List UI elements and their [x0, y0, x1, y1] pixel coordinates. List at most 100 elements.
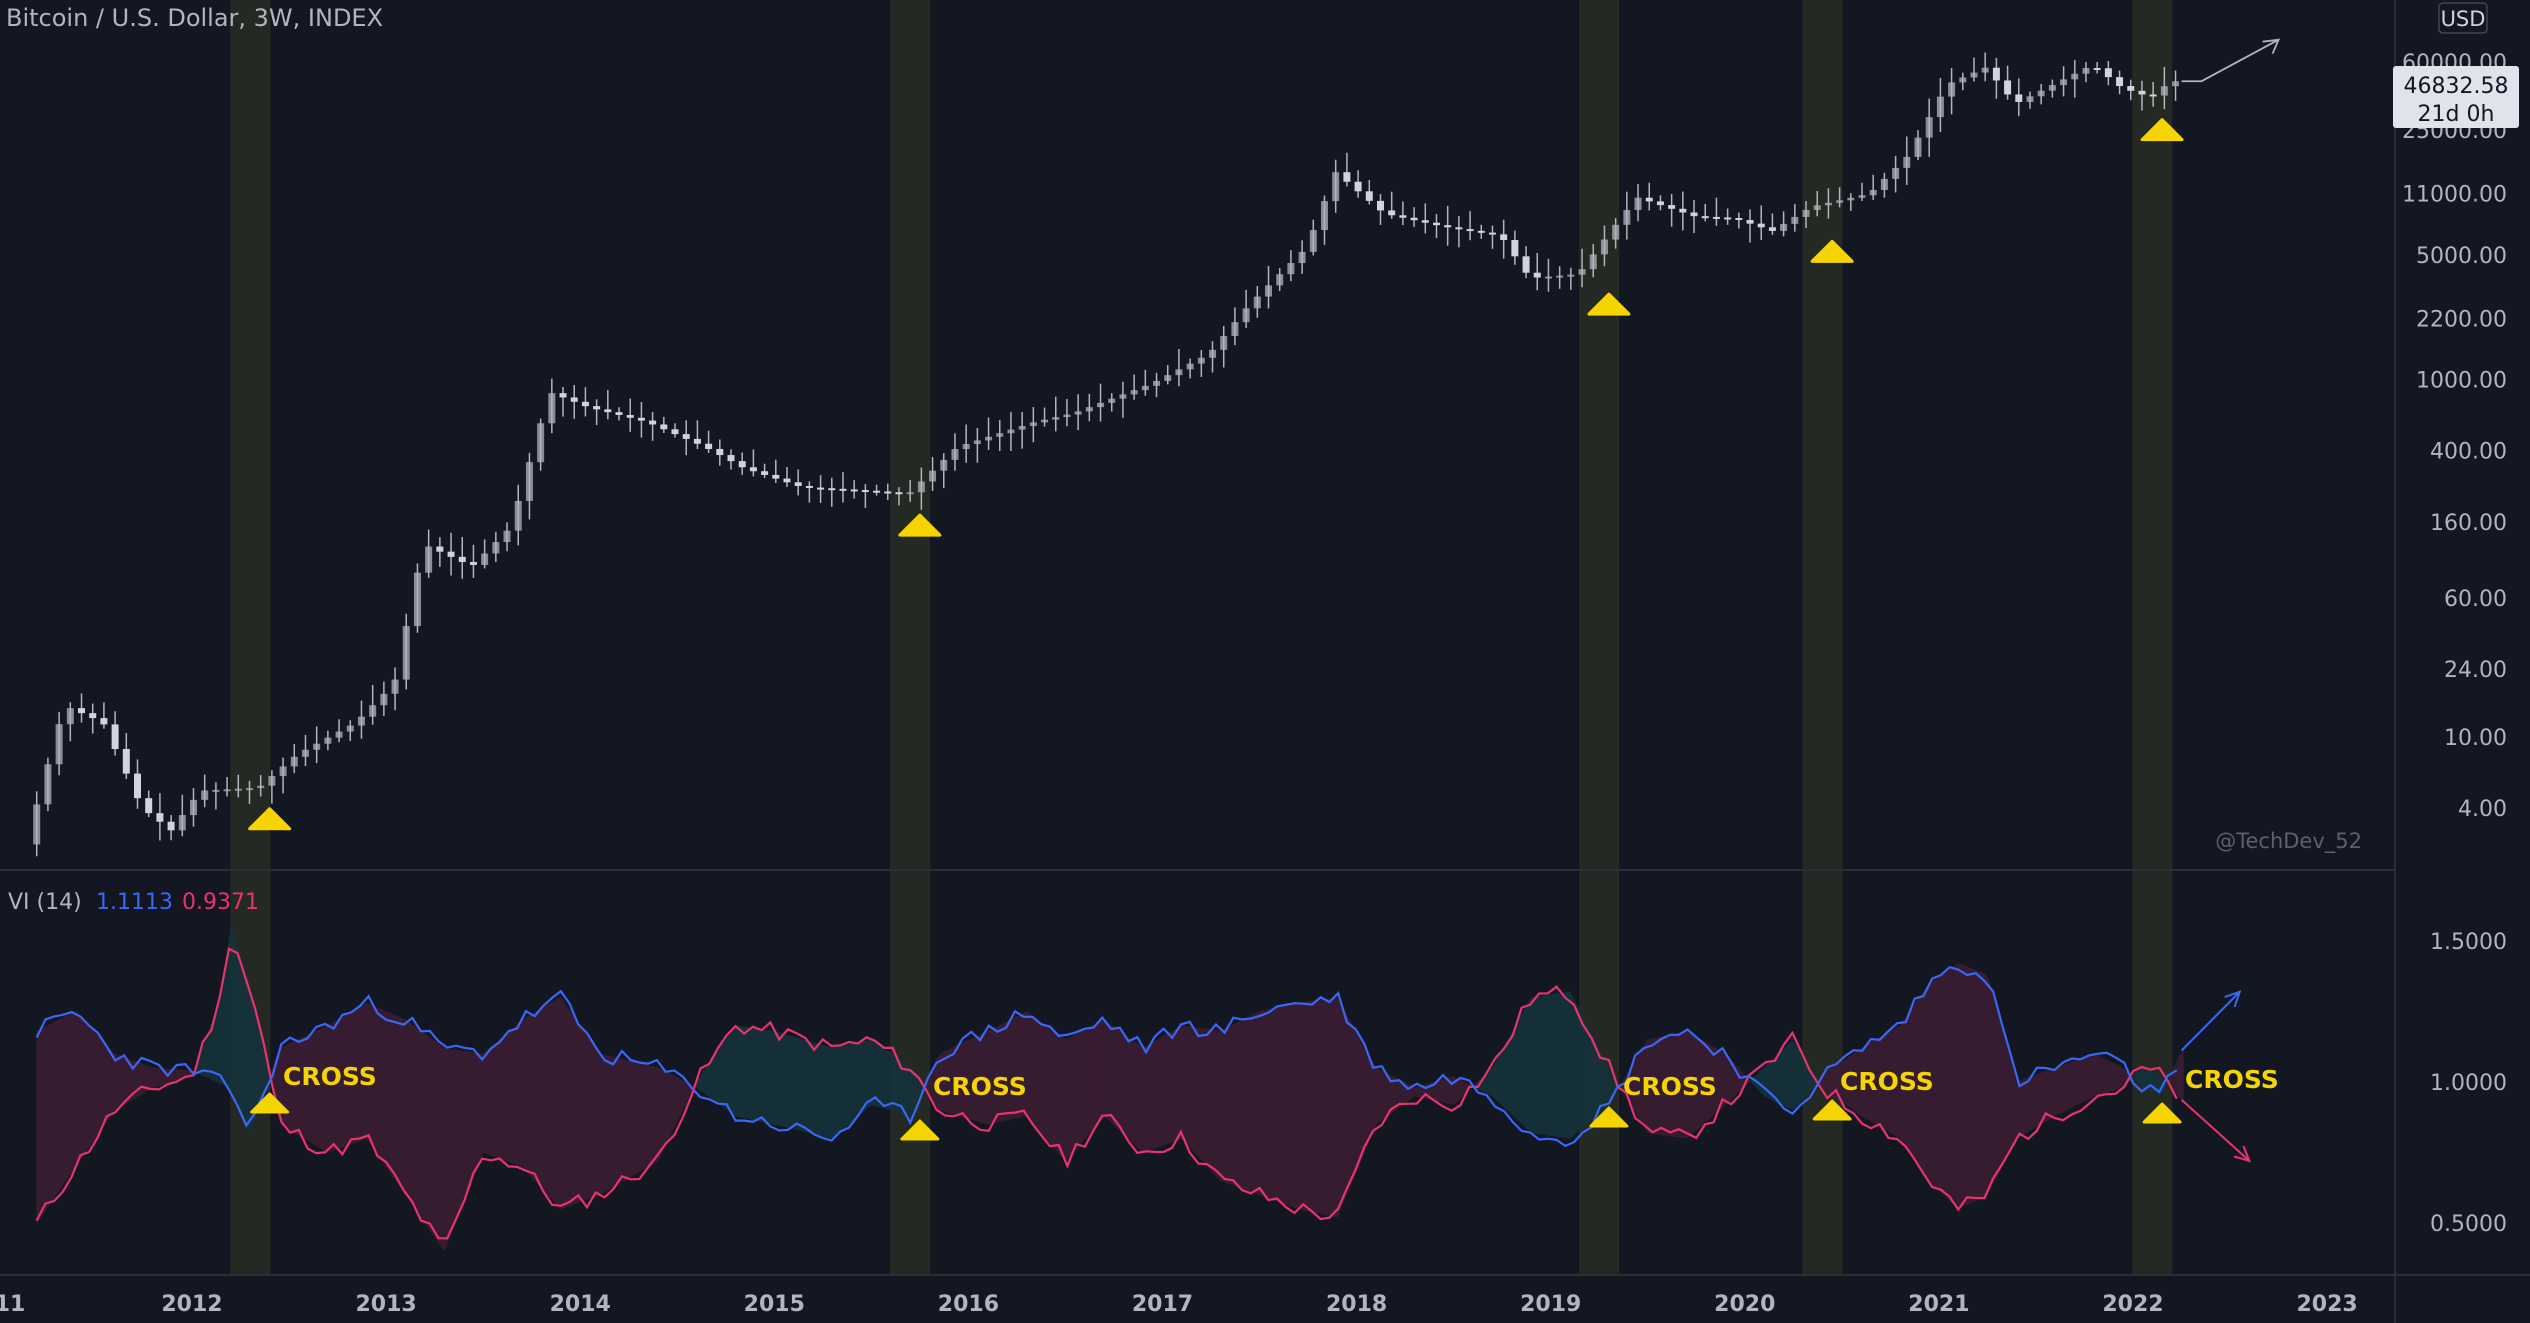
vi-fill-segment	[808, 1040, 814, 1135]
vi-fill-segment	[828, 1046, 833, 1139]
current-price-label: 46832.58	[2404, 74, 2509, 99]
cross-label: CROSS	[1840, 1067, 1934, 1096]
cross-label: CROSS	[1623, 1072, 1717, 1101]
candle-body	[111, 724, 119, 749]
projection-arrowhead	[2262, 38, 2281, 55]
vi-fill-segment	[1942, 970, 1947, 1199]
vi-fill-segment	[1224, 1026, 1229, 1184]
vi-fill-segment	[789, 1035, 795, 1130]
vi-fill-segment	[405, 1019, 410, 1202]
vi-fill-segment	[1286, 1004, 1291, 1207]
candle-body	[2015, 94, 2023, 102]
vi-fill-segment	[1267, 1008, 1272, 1200]
projection-line	[2181, 38, 2280, 83]
candle-body	[962, 444, 970, 450]
vi-fill-segment	[238, 953, 243, 1115]
candle-body	[1802, 209, 1810, 217]
symbol-title[interactable]: Bitcoin / U.S. Dollar, 3W, INDEX	[6, 4, 383, 32]
vi-fill-segment	[59, 1016, 65, 1191]
time-tick-label: 2013	[355, 1292, 416, 1317]
candle-body	[413, 572, 421, 627]
bar-countdown-label: 21d 0h	[2418, 102, 2495, 127]
vi-fill-segment	[67, 1012, 72, 1179]
candle-body	[1432, 222, 1440, 226]
time-tick-label: 2023	[2296, 1292, 2357, 1317]
candle-body	[1522, 256, 1530, 273]
vi-fill-segment	[117, 1054, 123, 1109]
vi-fill-segment	[622, 1059, 628, 1182]
vi-fill-segment	[2070, 1060, 2076, 1109]
currency-button[interactable]: USD	[2438, 2, 2488, 34]
candle-body	[1556, 275, 1564, 278]
indicator-legend[interactable]: VI (14) 1.1113 0.9371	[8, 890, 259, 915]
price-tick-label: 160.00	[2430, 511, 2507, 536]
vi-fill-segment	[1034, 1016, 1039, 1131]
vi-fill-segment	[1018, 1012, 1024, 1118]
vi-fill-segment	[1371, 1060, 1377, 1134]
candle-body	[1656, 201, 1664, 206]
vi-fill-segment	[1538, 995, 1544, 1135]
cross-marker-triangle	[900, 1119, 940, 1141]
time-tick-label: 2014	[550, 1292, 611, 1317]
vi-fill-segment	[1321, 998, 1326, 1216]
candle-body	[906, 492, 914, 495]
candle-body	[1768, 227, 1776, 231]
vi-fill-segment	[801, 1038, 806, 1133]
price-axis[interactable]: 60000.0025000.0011000.005000.002200.0010…	[2402, 51, 2507, 822]
vi-fill-segment	[1061, 1036, 1066, 1162]
indicator-axis[interactable]: 1.5000 1.0000 0.5000	[2430, 930, 2507, 1237]
vi-fill-segment	[548, 1001, 554, 1202]
vi-fill-segment	[1301, 1001, 1307, 1211]
vi-fill-segment	[455, 1049, 461, 1222]
time-tick-label: 2020	[1714, 1292, 1775, 1317]
candle-body	[1948, 82, 1956, 97]
vi-fill-segment	[1775, 1052, 1781, 1105]
vi-fill-segment	[1534, 995, 1540, 1135]
vi-fill-segment	[432, 1039, 437, 1241]
vi-fill-segment	[1208, 1029, 1214, 1174]
vi-fill-segment	[517, 1019, 523, 1168]
candle-body	[1903, 156, 1911, 168]
vi-fill-segment	[2047, 1068, 2052, 1121]
vi-fill-segment	[1562, 991, 1567, 1139]
vi-fill-segment	[1197, 1027, 1202, 1161]
vi-fill-segment	[234, 939, 239, 1106]
vi-fill-segment	[673, 1075, 678, 1130]
vi-fill-segment	[886, 1050, 892, 1111]
vi-fill-segment	[1216, 1030, 1222, 1182]
candle-body	[1533, 272, 1541, 278]
candle-body	[548, 393, 556, 424]
time-tick-label: 2015	[744, 1292, 805, 1317]
candle-body	[1242, 308, 1250, 323]
vi-minus-projection-line	[2180, 1098, 2251, 1162]
vi-fill-segment	[909, 1066, 915, 1116]
vi-fill-segment	[2078, 1057, 2083, 1105]
cross-labels: CROSS CROSS CROSS CROSS CROSS	[283, 1062, 2279, 1101]
cross-label: CROSS	[283, 1062, 377, 1091]
candle-body	[581, 401, 589, 407]
cross-label: CROSS	[933, 1072, 1027, 1101]
vi-fill-segment	[1119, 1030, 1124, 1135]
candle-body	[1970, 72, 1978, 78]
vi-fill-segment	[1356, 1032, 1361, 1171]
vi-fill-segment	[1045, 1025, 1051, 1144]
candle-body	[929, 470, 937, 482]
vi-fill-segment	[638, 1062, 643, 1173]
candle-body	[1780, 223, 1788, 231]
vi-fill-segment	[1010, 1016, 1016, 1120]
vi-fill-segment	[1041, 1022, 1047, 1140]
vi-fill-segment	[1961, 964, 1967, 1208]
vi-fill-segment	[102, 1040, 107, 1129]
vi-fill-segment	[541, 1005, 546, 1193]
candle-body	[593, 406, 601, 410]
vi-fill-segment	[1111, 1025, 1117, 1128]
vi-fill-segment	[1441, 1078, 1447, 1104]
vi-fill-segment	[871, 1039, 876, 1107]
time-axis[interactable]: 11 2012 2013 2014 2015 2016 2017 2018 2019 2020 20…	[0, 1292, 2358, 1317]
vi-fill-segment	[762, 1029, 767, 1123]
vi-fill-segment	[711, 1052, 717, 1103]
candle-body	[1410, 217, 1418, 221]
time-tick-label: 2022	[2102, 1292, 2163, 1317]
vi-fill-segment	[1181, 1025, 1187, 1144]
